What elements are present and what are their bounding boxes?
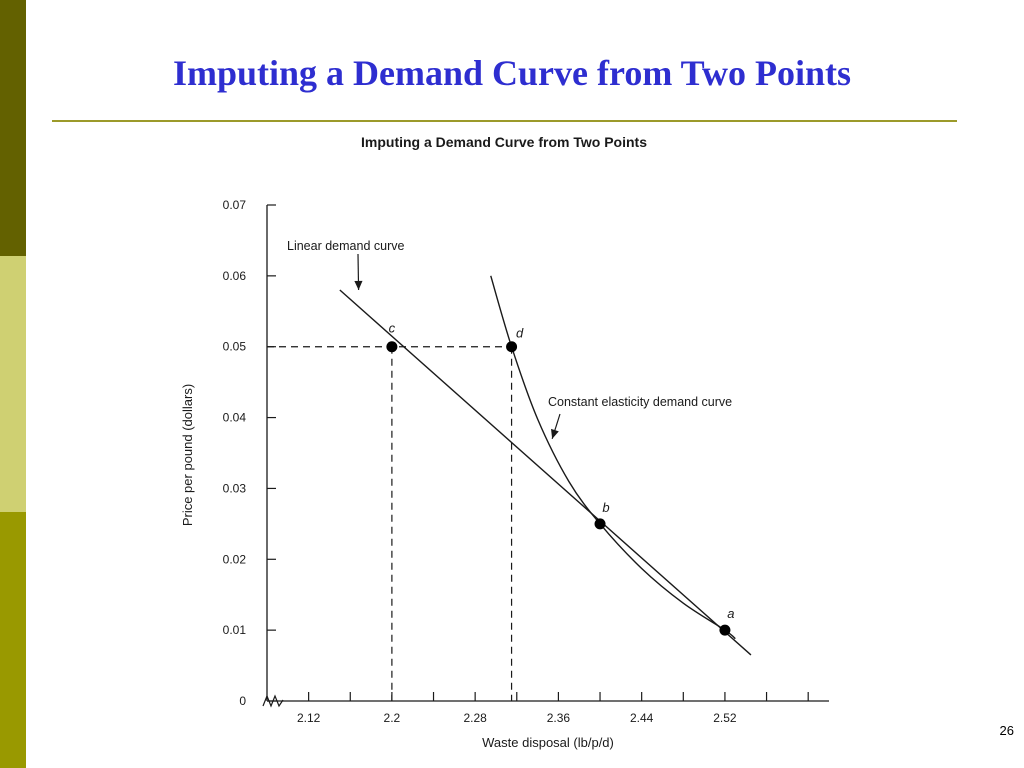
y-tick-label: 0.03 [223, 481, 247, 495]
x-tick-label: 2.44 [630, 711, 654, 725]
title-divider [52, 120, 957, 122]
annotation-linear-label: Linear demand curve [287, 239, 404, 253]
point-label-d: d [516, 326, 524, 341]
y-tick-label: 0.04 [223, 411, 247, 425]
annotation-elasticity-label: Constant elasticity demand curve [548, 395, 732, 409]
x-axis-label: Waste disposal (lb/p/d) [482, 735, 614, 750]
point-d [506, 341, 518, 353]
slide-title: Imputing a Demand Curve from Two Points [172, 53, 852, 93]
linear-demand-curve [339, 289, 752, 656]
y-tick-label: 0.02 [223, 552, 247, 566]
sidebar-dark-band [0, 0, 26, 256]
x-tick-label: 2.52 [713, 711, 737, 725]
x-tick-label: 2.28 [463, 711, 487, 725]
point-b [594, 518, 606, 530]
slide-number: 26 [999, 723, 1014, 738]
sidebar-light-band [0, 256, 26, 512]
sidebar-mid-band [0, 512, 26, 768]
y-tick-label: 0.07 [223, 198, 247, 212]
y-tick-label: 0 [239, 694, 246, 708]
axis-break-mark [262, 694, 284, 708]
point-c [386, 341, 398, 353]
y-axis-label: Price per pound (dollars) [180, 384, 195, 526]
annotation-arrowhead [354, 280, 363, 291]
x-tick-label: 2.12 [297, 711, 321, 725]
point-label-b: b [602, 500, 609, 515]
annotation-arrowhead [551, 428, 559, 439]
point-label-a: a [727, 606, 734, 621]
point-a [719, 624, 731, 636]
point-label-c: c [389, 321, 396, 336]
y-tick-label: 0.06 [223, 269, 247, 283]
x-tick-label: 2.36 [547, 711, 571, 725]
x-tick-label: 2.2 [384, 711, 401, 725]
y-tick-label: 0.01 [223, 623, 247, 637]
chart-title: Imputing a Demand Curve from Two Points [361, 134, 647, 150]
y-tick-label: 0.05 [223, 340, 247, 354]
